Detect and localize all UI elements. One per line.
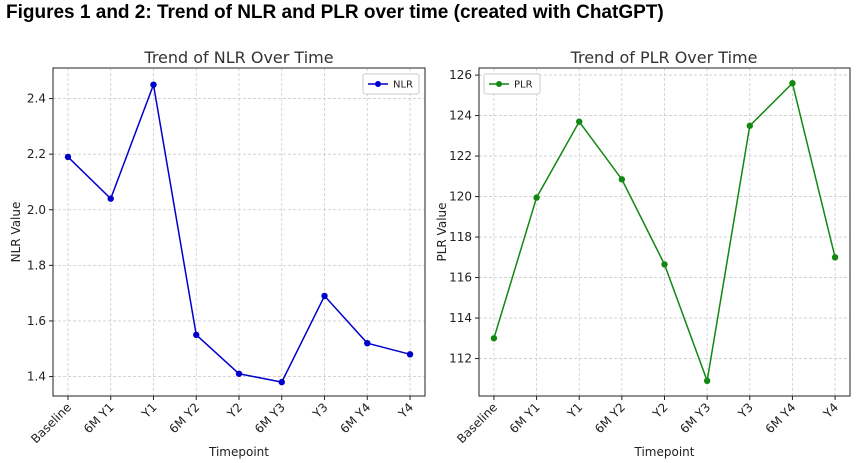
y-tick-label: 1.6 (27, 314, 46, 328)
y-tick-label: 1.8 (27, 258, 46, 272)
chart-title: Trend of NLR Over Time (143, 48, 333, 67)
legend-box (362, 73, 420, 95)
data-point (406, 351, 414, 358)
y-tick-label: 126 (449, 68, 472, 82)
figure-title: Figures 1 and 2: Trend of NLR and PLR ov… (6, 2, 664, 23)
legend: NLR (362, 73, 420, 95)
legend: PLR (483, 73, 541, 95)
y-tick-label: 2.2 (27, 147, 46, 161)
data-point (64, 153, 72, 161)
x-tick-label: 6M Y2 (166, 400, 202, 436)
series-line-PLR (493, 81, 836, 384)
legend-label: PLR (514, 80, 533, 91)
data-point (490, 335, 498, 342)
y-tick-label: 1.4 (27, 370, 46, 384)
x-tick-label: Y3 (735, 400, 756, 421)
x-tick-label: Baseline (28, 400, 74, 446)
data-point (107, 195, 114, 202)
x-tick-label: Y3 (309, 400, 330, 421)
y-axis-label: PLR Value (435, 202, 449, 261)
y-tick-label: 112 (449, 352, 472, 366)
data-point (831, 254, 839, 261)
x-tick-label: 6M Y4 (337, 400, 373, 436)
data-point (321, 292, 328, 300)
y-tick-label: 124 (449, 109, 472, 123)
y-tick-label: 120 (449, 190, 472, 204)
data-point (576, 118, 583, 125)
chart-0: 1.4 1.6 1.8 2.0 2.2 2.4 Baseline 6M Y1 Y1 6M Y2 Y2… (9, 48, 426, 459)
legend-box (483, 73, 541, 95)
data-point (703, 377, 711, 385)
x-tick-label: Y4 (395, 400, 416, 421)
x-tick-label: 6M Y3 (252, 400, 288, 436)
y-tick-label: 118 (449, 230, 472, 244)
y-tick-label: 122 (449, 149, 472, 163)
x-axis-label: Timepoint (208, 445, 269, 459)
plot-frame (478, 67, 851, 397)
x-tick-label: 6M Y2 (592, 400, 628, 436)
y-tick-label: 116 (449, 271, 472, 285)
y-tick-label: 2.0 (27, 203, 46, 217)
data-point (364, 339, 371, 347)
x-axis-label: Timepoint (634, 445, 695, 459)
legend-marker (496, 81, 502, 87)
data-point (193, 331, 200, 339)
plot-frame (52, 67, 426, 397)
data-point (661, 261, 668, 268)
data-point (789, 79, 796, 87)
y-axis-label: NLR Value (9, 202, 23, 263)
x-tick-label: Y2 (224, 400, 245, 421)
chart-1: 112 114 116 118 120 122 124 126 Baseline 6M Y1 Y1 6… (435, 48, 851, 459)
x-tick-label: Y1 (138, 400, 159, 421)
data-point (533, 194, 540, 201)
x-tick-label: Y1 (564, 400, 585, 421)
x-tick-label: 6M Y1 (81, 400, 117, 436)
x-tick-label: Y2 (649, 400, 670, 421)
y-tick-label: 2.4 (27, 92, 46, 106)
data-point (150, 81, 157, 88)
data-point (278, 378, 285, 386)
data-point (618, 176, 626, 183)
y-tick-label: 114 (449, 311, 472, 325)
x-tick-label: 6M Y1 (507, 400, 543, 436)
x-tick-label: 6M Y3 (677, 400, 713, 436)
data-point (746, 122, 753, 129)
chart-title: Trend of PLR Over Time (570, 48, 758, 67)
x-tick-label: Y4 (820, 400, 841, 421)
data-point (235, 370, 243, 377)
x-tick-label: 6M Y4 (763, 400, 799, 436)
legend-label: NLR (393, 80, 413, 91)
x-tick-label: Baseline (454, 400, 500, 446)
legend-marker (375, 81, 381, 87)
